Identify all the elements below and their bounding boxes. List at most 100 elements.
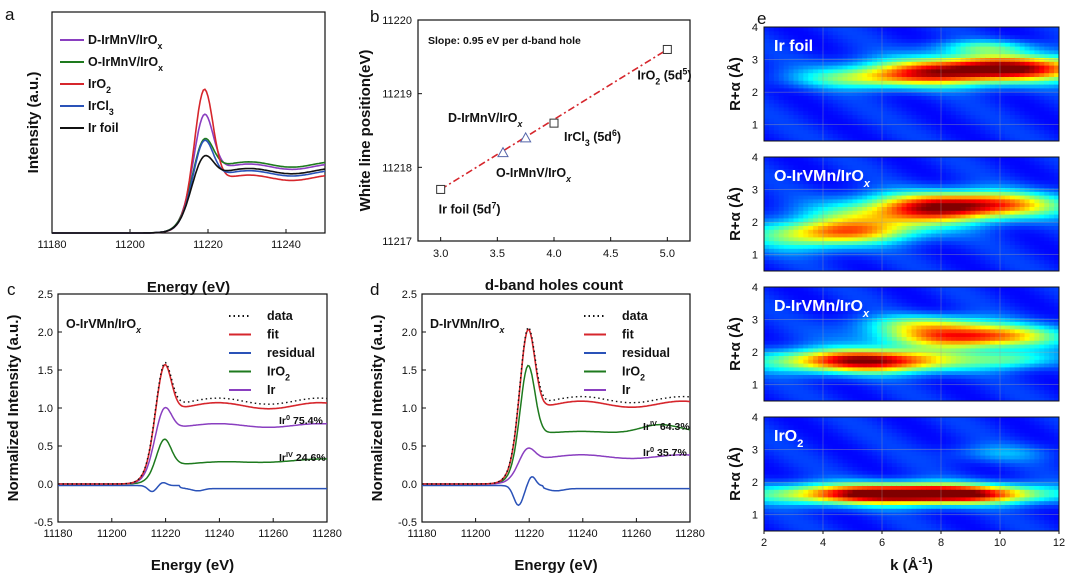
heatmap-cell	[764, 221, 770, 226]
heatmap-cell	[985, 76, 991, 81]
y-tick-label-d: 0.5	[402, 441, 417, 453]
heatmap-cell	[778, 160, 785, 166]
heatmap-cell	[852, 38, 859, 43]
heatmap-cell	[1024, 198, 1031, 204]
heatmap-cell	[886, 198, 893, 204]
heatmap-cell	[906, 332, 913, 337]
heatmap-cell	[891, 76, 898, 81]
heatmap-cell	[857, 103, 863, 108]
heatmap-cell	[911, 157, 918, 162]
heatmap-cell	[832, 340, 839, 345]
heatmap-cell	[798, 42, 804, 47]
heatmap-cell	[768, 287, 775, 292]
heatmap-cell	[936, 214, 942, 219]
heatmap-cell	[1004, 133, 1011, 138]
heatmap-cell	[862, 267, 868, 271]
heatmap-cell	[891, 332, 898, 337]
heatmap-cell	[1029, 72, 1036, 77]
heatmap-cell	[945, 252, 952, 257]
heatmap-cell	[1024, 233, 1031, 238]
heatmap-cell	[901, 382, 908, 387]
heatmap-cell	[882, 157, 888, 162]
heatmap-cell	[995, 53, 1001, 58]
heatmap-cell	[931, 236, 937, 242]
heatmap-cell	[896, 225, 903, 230]
heatmap-cell	[1024, 129, 1031, 134]
heatmap-cell	[798, 370, 804, 375]
heatmap-cell	[916, 157, 922, 162]
heatmap-cell	[823, 287, 829, 292]
heatmap-cell	[931, 374, 937, 379]
heatmap-cell	[955, 389, 962, 394]
heatmap-cell	[1044, 176, 1050, 181]
heatmap-cell	[950, 236, 957, 242]
heatmap-cell	[916, 110, 922, 115]
heatmap-cell	[847, 49, 854, 55]
heatmap-cell	[808, 72, 814, 77]
heatmap-cell	[886, 382, 893, 387]
heatmap-cell	[985, 191, 991, 196]
heatmap-cell	[1004, 68, 1011, 74]
heatmap-cell	[941, 389, 947, 394]
heatmap-cell	[832, 27, 839, 32]
heatmap-cell	[916, 385, 922, 391]
heatmap-cell	[1014, 229, 1021, 234]
heatmap-cell	[916, 191, 922, 196]
heatmap-cell	[891, 164, 898, 169]
heatmap-cell	[823, 332, 829, 337]
heatmap-cell	[1029, 214, 1036, 219]
heatmap-cell	[837, 183, 844, 188]
heatmap-cell	[803, 351, 809, 356]
heatmap-cell	[1029, 183, 1036, 188]
heatmap-cell	[788, 325, 795, 330]
heatmap-cell	[941, 236, 947, 242]
heatmap-cell	[768, 122, 775, 127]
heatmap-cell	[798, 363, 804, 368]
heatmap-cell	[906, 198, 913, 204]
heatmap-cell	[862, 244, 868, 249]
heatmap-cell	[995, 118, 1001, 123]
heatmap-cell	[778, 176, 785, 181]
heatmap-cell	[827, 191, 834, 196]
heatmap-cell	[852, 179, 859, 185]
heatmap-cell	[818, 168, 824, 173]
heatmap-cell	[872, 38, 878, 43]
heatmap-cell	[896, 114, 903, 119]
heatmap-cell	[886, 359, 893, 364]
heatmap-cell	[911, 290, 918, 296]
heatmap-cell	[941, 137, 947, 141]
heatmap-cell	[872, 294, 878, 299]
point-label-b: O-IrMnV/IrOx	[496, 166, 572, 184]
heatmap-cell	[872, 248, 878, 253]
heatmap-cell	[837, 179, 844, 185]
heatmap-cell	[906, 363, 913, 368]
heatmap-cell	[970, 255, 977, 261]
heatmap-cell	[891, 336, 898, 341]
heatmap-cell	[891, 263, 898, 268]
heatmap-cell	[813, 110, 819, 115]
heatmap-cell	[960, 76, 967, 81]
heatmap-cell	[778, 202, 785, 207]
heatmap-cell	[896, 206, 903, 211]
heatmap-cell	[941, 99, 947, 104]
heatmap-cell	[926, 191, 932, 196]
heatmap-cell	[773, 27, 780, 32]
heatmap-cell	[941, 38, 947, 43]
heatmap-cell	[778, 27, 785, 32]
heatmap-cell	[793, 294, 800, 299]
heatmap-cell	[975, 114, 981, 119]
heatmap-cell	[827, 160, 834, 166]
heatmap-cell	[985, 248, 991, 253]
heatmap-cell	[862, 118, 868, 123]
heatmap-cell	[901, 252, 908, 257]
heatmap-cell	[906, 229, 913, 234]
heatmap-cell	[882, 306, 888, 311]
heatmap-cell	[803, 164, 809, 169]
heatmap-cell	[936, 202, 942, 207]
heatmap-cell	[1049, 263, 1055, 268]
heatmap-cell	[970, 34, 977, 39]
heatmap-cell	[886, 72, 893, 77]
heatmap-cell	[906, 214, 913, 219]
heatmap-cell	[808, 34, 814, 39]
heatmap-cell	[1034, 84, 1040, 89]
